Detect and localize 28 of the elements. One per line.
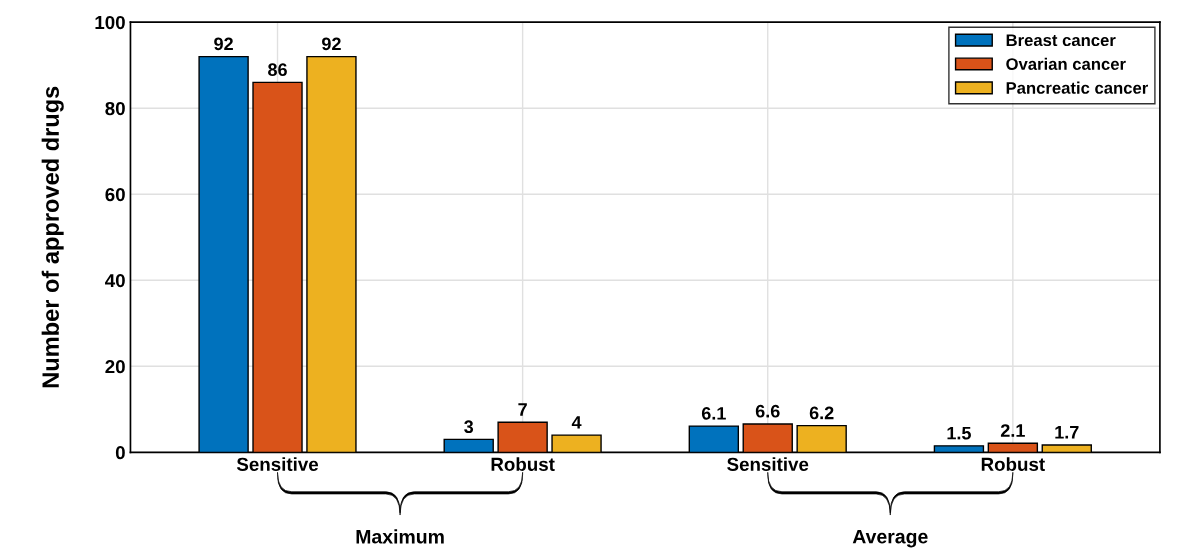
data-label: 6.1	[701, 406, 726, 420]
legend-label: Ovarian cancer	[1006, 57, 1126, 70]
y-tick-label: 0	[115, 446, 125, 460]
data-label: 92	[322, 37, 341, 51]
y-tick-label: 80	[105, 101, 125, 116]
y-tick-label: 20	[105, 360, 125, 374]
data-label: 6.6	[755, 404, 780, 418]
y-axis-title: Number of approved drugs	[41, 86, 64, 388]
x-tick-label: Sensitive	[236, 457, 319, 471]
data-label: 1.7	[1055, 426, 1079, 439]
x-tick-label: Robust	[981, 457, 1045, 471]
x-tick-label: Sensitive	[727, 457, 809, 471]
data-label: 1.5	[947, 426, 971, 440]
legend-label: Breast cancer	[1006, 34, 1116, 47]
legend-label: Pancreatic cancer	[1006, 81, 1148, 94]
data-label: 7	[518, 403, 527, 416]
text: Maximum	[356, 529, 444, 544]
x-tick-label: Robust	[491, 457, 555, 471]
y-tick-label: 60	[105, 187, 125, 202]
data-label: 6.2	[809, 406, 834, 420]
data-label: 2.1	[1000, 424, 1025, 437]
data-label: 3	[464, 420, 474, 434]
y-tick-label: 40	[105, 273, 125, 288]
data-label: 4	[571, 416, 582, 429]
text: Average	[852, 529, 928, 548]
data-label: 86	[268, 63, 287, 77]
data-label: 92	[214, 37, 233, 51]
y-tick-label: 100	[95, 15, 125, 30]
